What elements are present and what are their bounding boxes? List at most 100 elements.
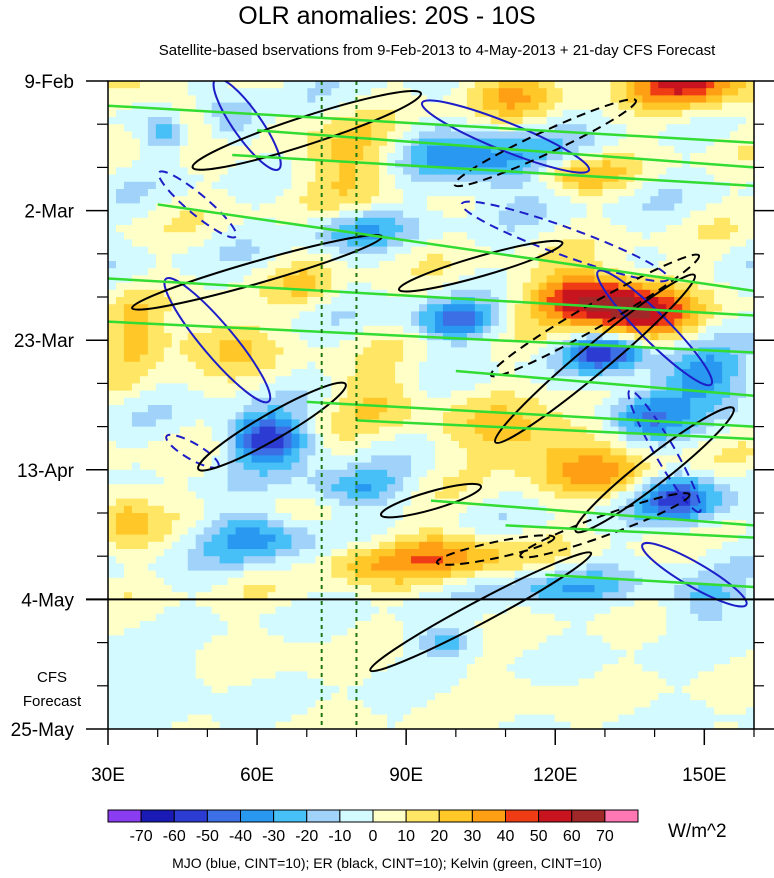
field-cell (363, 405, 372, 413)
field-cell (411, 124, 420, 132)
field-cell (291, 477, 301, 485)
field-cell (570, 232, 580, 240)
field-cell (339, 81, 348, 89)
field-cell (411, 210, 420, 219)
field-cell (738, 491, 747, 500)
field-cell (586, 441, 596, 449)
field-cell (331, 297, 340, 305)
field-cell (618, 160, 627, 168)
field-cell (147, 109, 157, 118)
field-cell (722, 311, 731, 320)
field-cell (698, 239, 707, 248)
field-cell (219, 95, 229, 104)
field-cell (339, 513, 348, 521)
field-cell (514, 383, 524, 392)
field-cell (562, 397, 572, 406)
field-cell (123, 95, 133, 104)
field-cell (674, 138, 683, 147)
field-cell (259, 505, 269, 514)
field-cell (746, 376, 754, 384)
field-cell (147, 369, 157, 377)
field-cell (347, 311, 356, 320)
field-cell (259, 138, 269, 147)
field-cell (259, 225, 269, 233)
field-cell (610, 81, 620, 89)
field-cell (602, 390, 612, 399)
field-cell (490, 289, 500, 298)
field-cell (722, 513, 731, 521)
field-cell (419, 246, 428, 255)
field-cell (690, 361, 699, 370)
field-cell (203, 181, 213, 190)
field-cell (155, 491, 165, 500)
field-cell (522, 318, 532, 327)
field-cell (642, 462, 651, 471)
field-cell (618, 88, 627, 96)
field-cell (482, 340, 492, 348)
field-cell (586, 433, 596, 442)
field-cell (275, 88, 285, 96)
field-cell (179, 397, 189, 406)
field-cell (706, 491, 715, 500)
field-cell (610, 448, 620, 456)
field-cell (171, 484, 181, 492)
field-cell (187, 95, 197, 104)
field-cell (746, 217, 754, 226)
field-cell (658, 167, 667, 176)
field-cell (538, 318, 548, 327)
field-cell (411, 117, 420, 125)
field-cell (450, 167, 460, 176)
field-cell (299, 253, 308, 262)
field-cell (115, 390, 125, 399)
field-cell (458, 261, 468, 269)
field-cell (570, 217, 580, 226)
field-cell (259, 88, 269, 96)
field-cell (355, 275, 364, 284)
field-cell (195, 232, 205, 240)
field-cell (323, 210, 332, 219)
field-cell (219, 498, 229, 507)
field-cell (163, 239, 173, 248)
field-cell (267, 376, 277, 384)
field-cell (323, 520, 332, 528)
field-cell (387, 275, 396, 284)
field-cell (650, 426, 659, 435)
field-cell (586, 145, 596, 154)
field-cell (586, 513, 596, 521)
field-cell (522, 160, 532, 168)
field-cell (506, 253, 516, 262)
field-cell (738, 477, 747, 485)
field-cell (714, 426, 723, 435)
field-cell (363, 153, 372, 161)
field-cell (466, 297, 476, 305)
field-cell (315, 426, 324, 435)
field-cell (171, 426, 181, 435)
field-cell (506, 261, 516, 269)
field-cell (243, 412, 253, 420)
field-cell (371, 498, 380, 507)
field-cell (474, 268, 484, 276)
field-cell (586, 167, 596, 176)
field-cell (434, 347, 444, 356)
field-cell (203, 297, 213, 305)
field-cell (442, 289, 452, 298)
field-cell (283, 102, 293, 111)
field-cell (530, 174, 540, 183)
field-cell (474, 160, 484, 168)
field-cell (155, 462, 165, 471)
field-cell (586, 383, 596, 392)
field-cell (171, 138, 181, 147)
field-cell (458, 88, 468, 96)
field-cell (482, 102, 492, 111)
field-cell (714, 325, 723, 334)
field-cell (235, 217, 245, 226)
field-cell (458, 109, 468, 118)
field-cell (211, 102, 221, 111)
field-cell (586, 469, 596, 478)
field-cell (387, 462, 396, 471)
field-cell (235, 131, 245, 140)
field-cell (395, 225, 404, 233)
field-cell (203, 167, 213, 176)
field-cell (219, 441, 229, 449)
field-cell (171, 419, 181, 428)
